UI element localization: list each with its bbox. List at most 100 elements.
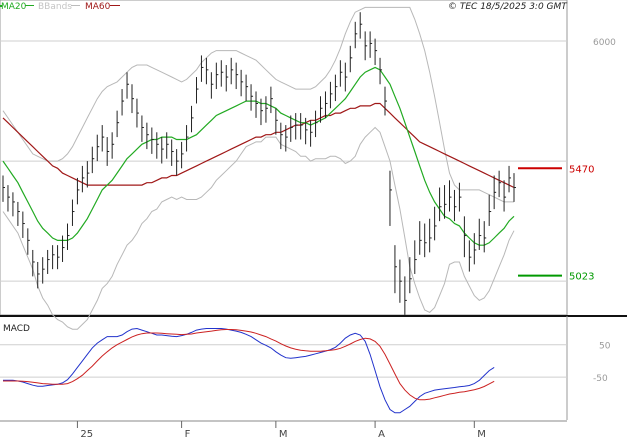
price-bar <box>106 137 110 166</box>
price-levels: 5470 5023 <box>518 164 594 283</box>
support-level-label: 5023 <box>569 272 594 283</box>
price-bar <box>463 216 467 258</box>
price-bars <box>2 12 516 315</box>
price-bar <box>37 261 40 289</box>
price-bar <box>200 55 204 82</box>
price-bar <box>126 72 130 99</box>
price-bar <box>424 223 427 258</box>
ma20-legend-marker <box>0 5 2 7</box>
price-bar <box>399 259 402 303</box>
price-bar <box>245 74 249 102</box>
price-bar <box>156 132 159 159</box>
price-bar <box>52 245 55 270</box>
price-bar <box>374 38 378 66</box>
price-bar <box>444 185 447 219</box>
bollinger-bands <box>2 6 515 330</box>
price-bar <box>235 62 239 90</box>
price-bar <box>42 257 45 284</box>
price-bar <box>71 199 75 226</box>
price-panel-border <box>0 0 568 316</box>
price-bar <box>344 62 348 92</box>
price-bar <box>429 218 432 253</box>
price-bar <box>305 117 308 145</box>
price-bar <box>111 132 115 159</box>
price-bar <box>493 175 497 210</box>
bbands-upper-line <box>2 6 514 203</box>
price-bar <box>394 245 397 294</box>
price-bar <box>81 165 85 193</box>
x-tick-label: A <box>378 429 385 440</box>
macd-y-tick-label: 50 <box>599 342 611 352</box>
legend-bbands: BBands <box>38 2 72 12</box>
x-tick-label: F <box>185 429 191 440</box>
price-bar <box>295 113 298 140</box>
ma60-line-group <box>2 102 515 189</box>
price-bar <box>57 245 60 270</box>
price-bar <box>483 221 487 253</box>
price-bar <box>186 125 189 152</box>
price-bar <box>478 218 482 250</box>
price-bar <box>151 127 154 154</box>
price-bar <box>136 98 139 128</box>
price-bar <box>220 60 224 87</box>
price-bar <box>76 177 80 205</box>
price-bar <box>384 86 388 116</box>
price-bar <box>12 192 15 217</box>
price-bar <box>329 81 333 109</box>
ma60-line <box>2 102 515 189</box>
price-bar <box>359 12 363 39</box>
legend-ma60: MA60 <box>85 2 111 12</box>
price-bar <box>191 105 194 133</box>
x-axis-labels: 25 F M A M <box>76 421 486 440</box>
price-bar <box>334 74 338 102</box>
price-bar <box>141 115 144 142</box>
price-bar <box>131 84 134 114</box>
price-bar <box>7 185 10 212</box>
price-bar <box>86 161 90 188</box>
bbands-lower-line <box>2 126 515 330</box>
price-bar <box>260 98 263 126</box>
price-bar <box>354 21 358 49</box>
price-bar <box>513 173 516 202</box>
price-bar <box>310 120 313 147</box>
grid-lines <box>0 40 567 378</box>
price-bar <box>240 69 244 97</box>
price-bar <box>101 125 105 152</box>
price-bar <box>121 89 125 116</box>
macd-panel-lines <box>3 327 495 414</box>
price-bar <box>315 110 318 138</box>
price-bar <box>468 240 472 272</box>
chart-frame <box>0 0 627 422</box>
price-bar <box>27 228 30 255</box>
price-bar <box>290 115 293 142</box>
price-bar <box>498 170 502 198</box>
resistance-level-label: 5470 <box>569 164 594 175</box>
price-bar <box>508 165 512 193</box>
price-bar <box>171 139 174 166</box>
price-bar <box>369 31 373 58</box>
macd-line <box>3 327 495 414</box>
price-bar <box>250 84 254 111</box>
price-bar <box>215 62 219 90</box>
price-bar <box>389 170 392 226</box>
price-bar <box>2 175 5 202</box>
price-bar <box>270 86 273 114</box>
price-bar <box>324 91 328 118</box>
x-tick-label: M <box>279 429 288 440</box>
price-bar <box>230 57 234 85</box>
price-bar <box>419 221 422 255</box>
price-bar <box>320 96 323 123</box>
y-axis-labels: 6000 50 -50 <box>593 38 616 384</box>
price-bar <box>205 57 209 85</box>
price-bar <box>280 122 283 150</box>
price-bar <box>32 249 35 277</box>
price-bar <box>458 182 462 212</box>
price-bar <box>473 233 477 265</box>
price-bar <box>275 108 278 135</box>
ma20-line <box>2 66 515 246</box>
price-bar <box>300 113 303 140</box>
price-bar <box>166 132 169 159</box>
price-bar <box>161 137 164 164</box>
